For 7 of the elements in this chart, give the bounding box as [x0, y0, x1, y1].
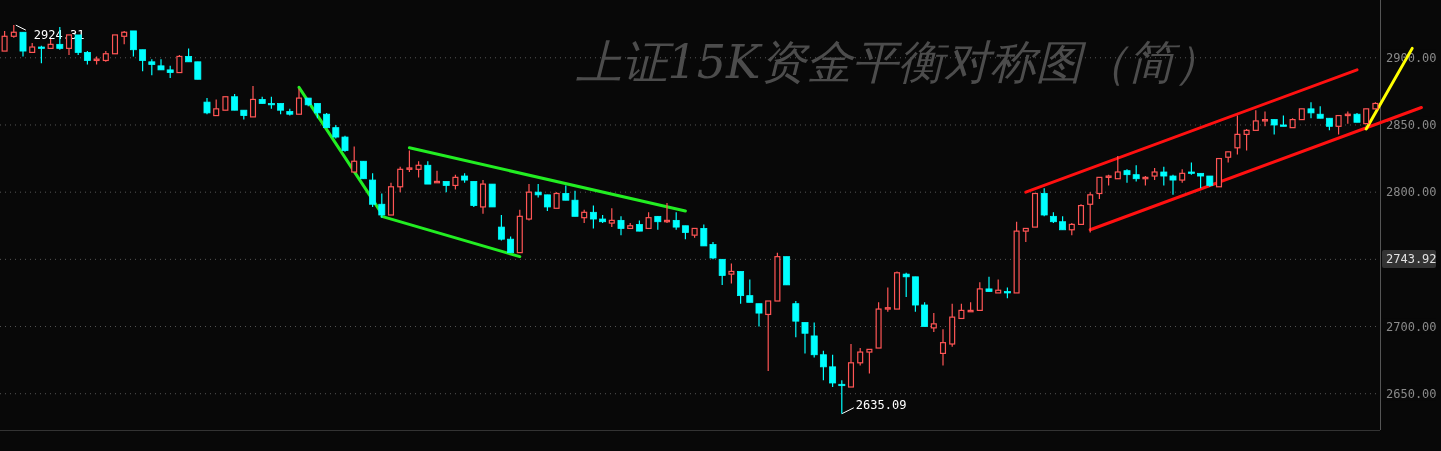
y-tick-label: 2800.00	[1386, 185, 1437, 200]
text: 上证15K资金平衡对称图（简）	[575, 35, 1221, 89]
y-tick-label: 2700.00	[1386, 319, 1437, 334]
annotation: 2743.92	[1386, 252, 1437, 266]
y-tick-label: 2850.00	[1386, 117, 1437, 132]
y-tick-label: 2650.00	[1386, 386, 1437, 401]
annotation: 2635.09	[855, 397, 907, 412]
